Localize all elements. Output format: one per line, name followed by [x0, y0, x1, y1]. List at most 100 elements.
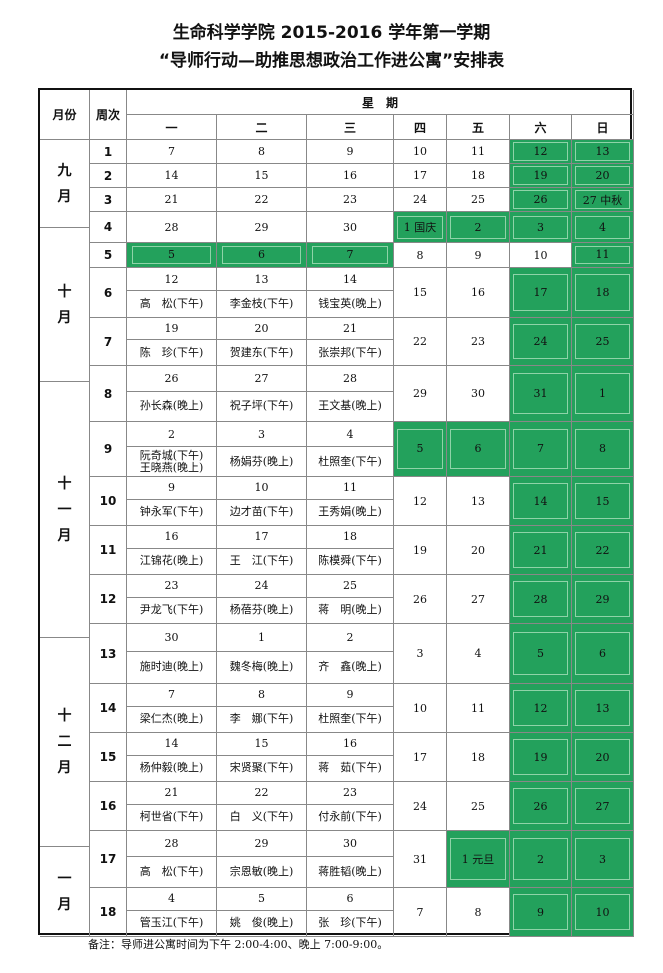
- mentor-name: 陈模舜(下午): [318, 554, 382, 568]
- day-cell-highlighted: 6: [217, 243, 307, 268]
- mentor-slot: 孙长森(晚上): [127, 392, 216, 421]
- day-cell: 30: [447, 366, 510, 422]
- day-cell: 26 孙长森(晚上): [127, 366, 217, 422]
- date-label: 24: [513, 324, 568, 359]
- mentor-name: 尹龙飞(下午): [139, 603, 204, 617]
- date-label: 9: [307, 684, 393, 707]
- title-line-1: 生命科学学院 2015-2016 学年第一学期: [172, 23, 491, 43]
- day-cell-highlighted: 20: [572, 733, 634, 782]
- date-label: 28: [513, 581, 568, 617]
- day-cell: 13: [447, 477, 510, 526]
- date-label: 7: [127, 684, 216, 707]
- day-cell: 10: [394, 140, 447, 164]
- day-cell: 17 王 江(下午): [217, 526, 307, 575]
- day-cell: 4 管玉江(下午): [127, 888, 217, 937]
- date-label: 16: [307, 733, 393, 756]
- date-label: 22: [575, 532, 630, 568]
- date-label: 19: [513, 166, 568, 185]
- date-label: 20: [575, 166, 630, 185]
- day-cell: 18 陈模舜(下午): [307, 526, 394, 575]
- date-label: 26: [513, 788, 568, 824]
- day-cell-highlighted: 27 中秋: [572, 188, 634, 212]
- mentor-name: 高 松(下午): [139, 865, 204, 879]
- mentor-name: 杜照奎(下午): [318, 712, 382, 726]
- date-label: 30: [127, 624, 216, 652]
- mentor-name: 王文基(晚上): [318, 399, 382, 413]
- day-cell: 29: [394, 366, 447, 422]
- date-label: 21: [127, 782, 216, 805]
- mentor-slot: 阮奇城(下午) 王晓燕(晚上): [127, 447, 216, 476]
- title-line-2: “导师行动—助推思想政治工作进公寓”安排表: [158, 51, 505, 71]
- date-label: 28: [127, 831, 216, 858]
- day-cell: 24: [394, 782, 447, 831]
- date-label: 2: [307, 624, 393, 652]
- day-cell: 9: [447, 243, 510, 268]
- day-cell: 3: [394, 624, 447, 684]
- mentor-name: 阮奇城(下午): [139, 448, 204, 462]
- day-cell: 16: [447, 268, 510, 318]
- mentor-slot: 钱宝英(晚上): [307, 291, 393, 317]
- date-label: 11: [307, 477, 393, 500]
- date-label: 3: [217, 422, 306, 448]
- mentor-name: 孙长森(晚上): [139, 399, 204, 413]
- date-label: 15: [575, 483, 630, 519]
- date-label: 6: [575, 631, 630, 676]
- date-label: 19: [513, 739, 568, 775]
- day-cell: 22 白 义(下午): [217, 782, 307, 831]
- day-cell: 29 宗恩敏(晚上): [217, 831, 307, 888]
- mentor-slot: 付永前(下午): [307, 805, 393, 830]
- date-label: 11: [575, 245, 630, 265]
- day-cell: 25: [447, 782, 510, 831]
- day-header: 三: [307, 115, 394, 140]
- day-cell: 2 齐 鑫(晚上): [307, 624, 394, 684]
- day-cell-highlighted: 14: [510, 477, 572, 526]
- date-label: 4: [307, 422, 393, 448]
- date-label: 17: [217, 526, 306, 549]
- date-label: 17: [513, 274, 568, 311]
- day-cell: 23 付永前(下午): [307, 782, 394, 831]
- day-cell: 12 高 松(下午): [127, 268, 217, 318]
- day-cell: 26: [394, 575, 447, 624]
- week-number: 2: [90, 164, 127, 188]
- mentor-name: 付永前(下午): [318, 810, 382, 824]
- mentor-name: 贺建东(下午): [229, 345, 294, 359]
- day-cell: 31: [394, 831, 447, 888]
- day-cell: 14 钱宝英(晚上): [307, 268, 394, 318]
- mentor-slot: 魏冬梅(晚上): [217, 652, 306, 683]
- week-number: 8: [90, 366, 127, 422]
- mentor-slot: 王文基(晚上): [307, 392, 393, 421]
- mentor-slot: 江锦花(晚上): [127, 549, 216, 574]
- day-cell: 8: [217, 140, 307, 164]
- day-cell: 2 阮奇城(下午) 王晓燕(晚上): [127, 422, 217, 477]
- date-label: 1 元旦: [450, 838, 506, 880]
- day-header: 四: [394, 115, 447, 140]
- mentor-slot: 施时迪(晚上): [127, 652, 216, 683]
- date-label: 14: [513, 483, 568, 519]
- month-cell: 十月: [40, 228, 90, 382]
- mentor-name: 李金枝(下午): [229, 297, 294, 311]
- date-label: 12: [513, 690, 568, 726]
- day-cell: 29: [217, 212, 307, 243]
- mentor-name: 张崇邦(下午): [318, 345, 382, 359]
- mentor-name: 高 松(下午): [139, 297, 204, 311]
- mentor-name: 祝子坪(下午): [229, 399, 294, 413]
- date-label: 3: [575, 838, 630, 880]
- mentor-name: 王晓燕(晚上): [139, 460, 204, 474]
- date-label: 3: [513, 215, 568, 239]
- date-label: 7: [312, 245, 388, 265]
- day-cell: 19: [394, 526, 447, 575]
- mentor-slot: 管玉江(下午): [127, 911, 216, 936]
- mentor-slot: 陈模舜(下午): [307, 549, 393, 574]
- day-cell: 13 李金枝(下午): [217, 268, 307, 318]
- week-number: 1: [90, 140, 127, 164]
- month-cell: 一月: [40, 847, 90, 937]
- date-label: 16: [127, 526, 216, 549]
- date-label: 12: [127, 268, 216, 292]
- date-label: 21: [513, 532, 568, 568]
- mentor-slot: 蒋 茹(下午): [307, 756, 393, 781]
- mentor-name: 白 义(下午): [229, 810, 294, 824]
- date-label: 2: [513, 838, 568, 880]
- week-number: 13: [90, 624, 127, 684]
- day-cell: 23: [447, 318, 510, 366]
- day-cell: 16: [307, 164, 394, 188]
